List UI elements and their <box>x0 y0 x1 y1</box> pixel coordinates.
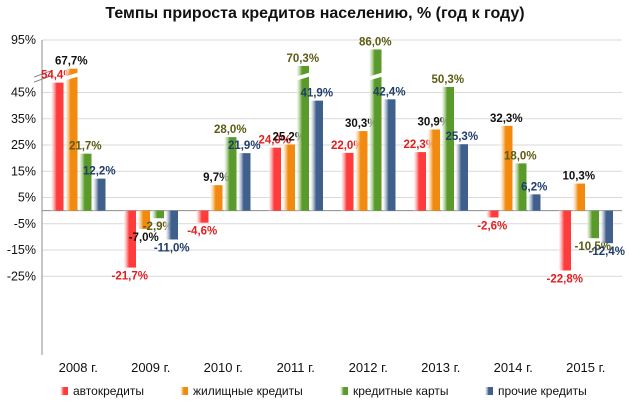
y-tick-label: -25% <box>7 269 36 283</box>
legend-swatch <box>60 387 68 395</box>
data-label: 67,7% <box>55 56 88 68</box>
data-label: 25,3% <box>445 131 478 143</box>
bar <box>151 210 164 219</box>
bar <box>165 210 178 240</box>
data-label: 70,3% <box>286 53 319 65</box>
data-label: -22,8% <box>547 273 583 285</box>
bar <box>310 100 323 211</box>
bar <box>383 99 396 211</box>
axis-break-mark <box>33 70 51 83</box>
data-label: -12,4% <box>589 246 625 258</box>
bar <box>296 65 309 211</box>
bar-break <box>439 72 456 82</box>
bar <box>586 210 599 239</box>
bar <box>238 153 251 211</box>
bar-break <box>294 72 311 82</box>
bar-break <box>49 72 66 82</box>
data-label: 12,2% <box>83 166 116 178</box>
data-label: 6,2% <box>521 181 547 193</box>
y-tick-label: 25% <box>11 138 36 152</box>
category-label: 2010 г. <box>204 360 243 375</box>
bar <box>65 68 78 211</box>
data-label: 50,3% <box>431 74 464 86</box>
data-label: 28,0% <box>214 124 247 136</box>
bar <box>600 210 613 244</box>
data-label: 42,4% <box>373 86 406 98</box>
data-label: 21,9% <box>228 140 261 152</box>
data-label: 9,7% <box>203 172 229 184</box>
data-label: 86,0% <box>359 36 392 48</box>
legend-label: жилищные кредиты <box>193 384 303 398</box>
bar <box>558 210 571 271</box>
data-label: -10,5% <box>575 241 611 253</box>
legend-label: кредитные карты <box>353 384 449 398</box>
data-label: 18,0% <box>504 150 537 162</box>
y-tick-label: 95% <box>11 33 36 47</box>
bar <box>196 210 209 223</box>
bar <box>51 82 64 211</box>
category-label: 2011 г. <box>277 360 315 375</box>
bar-break <box>63 72 80 82</box>
data-label: 21,7% <box>69 141 102 153</box>
bar <box>500 125 513 211</box>
chart-title: Темпы прироста кредитов населению, % (го… <box>105 5 525 22</box>
category-label: 2014 г. <box>494 360 533 375</box>
category-label: 2013 г. <box>421 360 460 375</box>
data-label: -4,6% <box>187 226 217 238</box>
bar <box>528 194 541 211</box>
bar <box>355 131 368 211</box>
category-label: 2009 г. <box>131 360 170 375</box>
bar <box>282 144 295 211</box>
legend-label: автокредиты <box>73 384 144 398</box>
bar-break <box>367 72 384 82</box>
legend-swatch <box>340 387 348 395</box>
data-label: -2,6% <box>477 220 507 232</box>
bar <box>369 49 382 211</box>
bar <box>427 129 440 211</box>
y-tick-label: -5% <box>14 217 36 231</box>
bar <box>514 163 527 211</box>
data-label: -21,7% <box>112 271 148 283</box>
category-label: 2012 г. <box>349 360 388 375</box>
legend-swatch <box>485 387 493 395</box>
bar <box>224 137 237 211</box>
data-label: 32,3% <box>490 113 523 125</box>
y-tick-label: 35% <box>11 112 36 126</box>
bar <box>486 210 499 218</box>
bar <box>210 185 223 211</box>
bar <box>455 144 468 211</box>
y-tick-label: 45% <box>11 86 36 100</box>
category-label: 2015 г. <box>566 360 605 375</box>
bar <box>79 153 92 211</box>
bar <box>441 86 454 211</box>
bar <box>123 210 136 268</box>
bar <box>341 152 354 211</box>
category-label: 2008 г. <box>59 360 98 375</box>
data-label: -7,0% <box>129 232 159 244</box>
bar <box>93 178 106 211</box>
data-label: 10,3% <box>562 171 595 183</box>
y-tick-label: 15% <box>11 164 36 178</box>
legend-swatch <box>180 387 188 395</box>
data-label: -11,0% <box>154 243 190 255</box>
bar <box>137 210 150 229</box>
y-tick-label: 5% <box>18 191 36 205</box>
bar <box>572 183 585 211</box>
data-label: 30,3% <box>345 118 378 130</box>
data-label: 24,0% <box>258 135 291 147</box>
legend-label: прочие кредиты <box>498 384 587 398</box>
y-tick-label: -15% <box>7 243 36 257</box>
bar <box>268 147 281 211</box>
data-label: -2,9% <box>143 221 173 233</box>
bar <box>413 152 426 211</box>
data-label: 41,9% <box>300 88 333 100</box>
